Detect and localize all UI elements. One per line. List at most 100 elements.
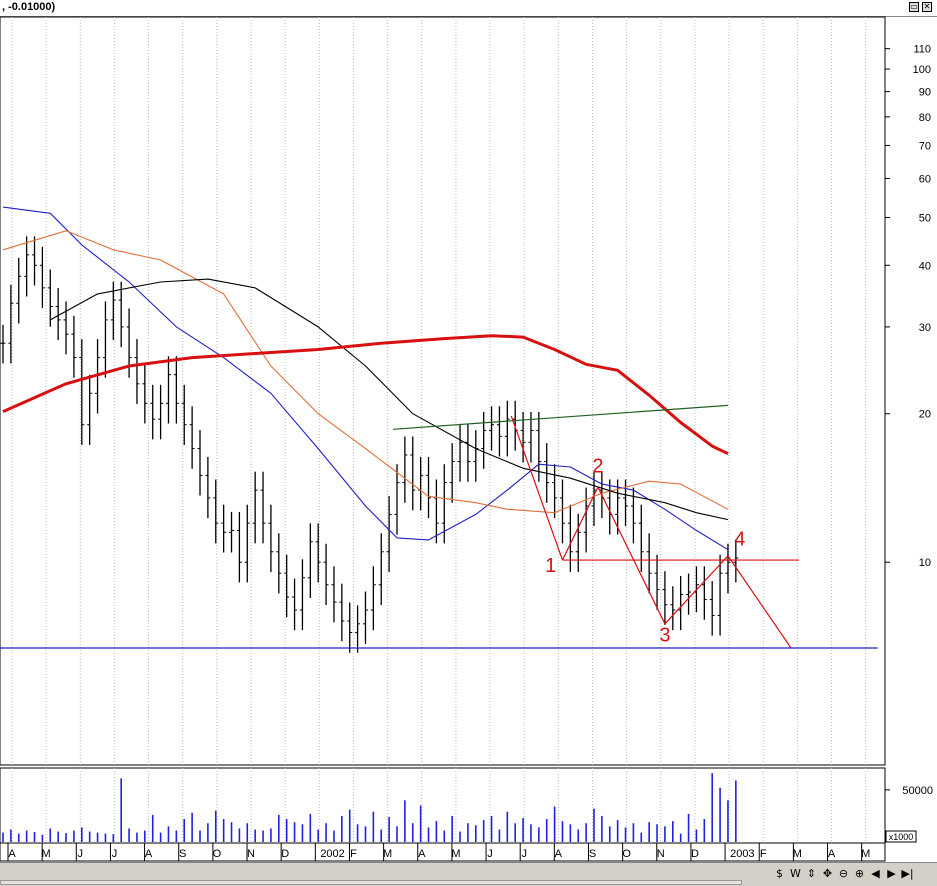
price-bar: [252, 471, 258, 544]
price-tick-label: 60: [919, 173, 931, 185]
time-tick-label: J: [78, 848, 84, 860]
time-tick-label: A: [8, 848, 16, 860]
price-bar: [686, 573, 692, 615]
price-bar: [394, 464, 400, 535]
price-bar: [307, 523, 313, 598]
moving-average-line: [2, 230, 729, 514]
price-bar: [142, 365, 148, 424]
price-tick-label: 100: [913, 64, 931, 76]
price-bar: [410, 436, 416, 511]
horizontal-scrollbar[interactable]: [0, 880, 742, 885]
price-bar: [378, 533, 384, 605]
bottom-toolbar: $ W ⇕ ✥ ⊖ ⊕ ◀ ▶ ▶|: [0, 862, 937, 886]
time-tick-label: D: [281, 848, 289, 860]
volume-scale-label: x1000: [889, 832, 914, 842]
price-bar: [386, 495, 392, 572]
price-bar: [355, 605, 361, 653]
price-bar: [709, 581, 715, 636]
wave-label: 3: [659, 625, 670, 647]
close-button[interactable]: ✕: [922, 2, 932, 12]
moving-average-line: [50, 278, 729, 521]
volume-pane: 50000 x1000: [2, 773, 933, 843]
price-bar: [552, 464, 558, 519]
time-tick-label: 2003: [730, 848, 754, 860]
price-tick-label: 40: [919, 260, 931, 272]
price-bar: [213, 479, 219, 544]
time-tick-label: S: [589, 848, 596, 860]
price-bar: [725, 543, 731, 594]
time-tick-label: M: [42, 848, 51, 860]
time-tick-label: M: [383, 848, 392, 860]
price-bar: [24, 236, 30, 297]
price-bar: [559, 479, 565, 544]
price-pane: [0, 16, 886, 766]
price-bar: [733, 539, 739, 583]
price-bar: [481, 411, 487, 469]
dollar-icon[interactable]: $: [776, 867, 783, 880]
price-bar: [236, 511, 242, 583]
price-bar: [39, 246, 45, 309]
price-bar: [638, 504, 644, 572]
time-tick-label: A: [828, 848, 836, 860]
price-bar: [441, 464, 447, 544]
zoom-out-icon[interactable]: ⊖: [838, 867, 849, 880]
trendline: [597, 486, 666, 625]
volume-pane-frame: [0, 767, 886, 844]
weekly-icon[interactable]: W: [790, 867, 801, 880]
price-bar: [221, 504, 227, 553]
grid: [0, 16, 886, 862]
price-tick-label: 110: [913, 44, 931, 56]
price-bar: [339, 583, 345, 642]
price-bar: [504, 400, 510, 457]
price-chart: 10 20 30 40 50 60 70 80 90 100 110 1 2 3 4 50000 x1000…: [0, 16, 933, 862]
price-bar: [0, 324, 6, 364]
price-bar: [158, 384, 164, 440]
time-tick-label: F: [350, 848, 357, 860]
time-tick-label: A: [555, 848, 563, 860]
pan-icon[interactable]: ✥: [822, 867, 833, 880]
price-axis: 10 20 30 40 50 60 70 80 90 100 110: [885, 44, 931, 569]
price-bar: [654, 554, 660, 610]
price-tick-label: 10: [919, 557, 931, 569]
price-bar: [646, 533, 652, 594]
price-bar: [284, 554, 290, 618]
price-bar: [292, 578, 298, 631]
trendline: [393, 404, 729, 430]
zoom-in-icon[interactable]: ⊕: [854, 867, 865, 880]
price-bar: [426, 456, 432, 519]
price-bar: [575, 513, 581, 572]
price-bar: [402, 436, 408, 503]
time-tick-label: N: [247, 848, 255, 860]
price-bar: [701, 566, 707, 620]
price-bar: [347, 602, 353, 653]
time-tick-label: O: [213, 848, 222, 860]
window-title: , -0.01000): [2, 1, 56, 13]
time-tick-label: S: [179, 848, 186, 860]
price-bar: [134, 339, 140, 405]
scroll-left-icon[interactable]: ◀: [871, 867, 880, 880]
price-bar: [102, 301, 108, 378]
time-tick-label: F: [760, 848, 767, 860]
time-tick-label: N: [657, 848, 665, 860]
annotations: 1 2 3 4: [0, 404, 878, 649]
price-bar: [165, 356, 171, 424]
price-bar: [528, 411, 534, 463]
minimize-button[interactable]: ▭: [909, 2, 919, 12]
time-axis-frame: [0, 842, 886, 862]
price-bar: [315, 523, 321, 583]
price-bar: [229, 511, 235, 553]
price-bar: [32, 236, 38, 286]
trendline: [561, 486, 599, 561]
moving-averages: [2, 206, 729, 551]
price-bar: [323, 543, 329, 605]
price-bar: [63, 301, 69, 355]
move-icon[interactable]: ⇕: [806, 867, 817, 880]
price-bar: [362, 591, 368, 645]
price-bar: [189, 406, 195, 469]
price-bar: [567, 504, 573, 572]
scroll-right-icon[interactable]: ▶: [887, 867, 896, 880]
price-bars: [0, 236, 739, 653]
end-icon[interactable]: ▶|: [901, 867, 914, 880]
volume-scale-box: [885, 830, 917, 843]
price-bar: [457, 423, 463, 482]
